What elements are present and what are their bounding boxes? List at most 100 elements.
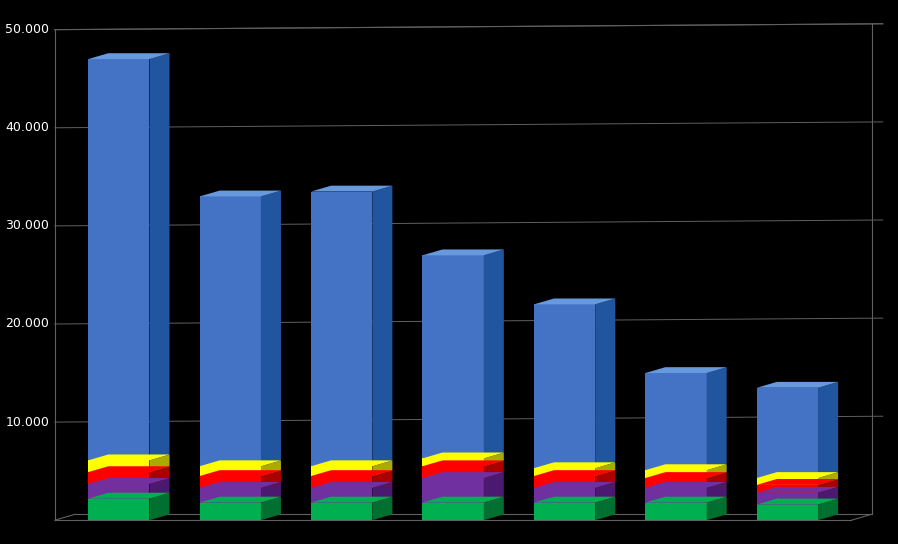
Polygon shape (484, 453, 504, 466)
Polygon shape (422, 497, 504, 503)
Polygon shape (757, 479, 838, 485)
Polygon shape (199, 460, 281, 466)
Polygon shape (373, 186, 392, 466)
Polygon shape (311, 470, 392, 476)
Polygon shape (88, 53, 170, 59)
Polygon shape (311, 476, 373, 488)
Polygon shape (534, 299, 615, 305)
Polygon shape (199, 503, 261, 520)
Polygon shape (534, 503, 595, 520)
Polygon shape (646, 482, 726, 488)
Polygon shape (261, 497, 281, 520)
Polygon shape (422, 472, 504, 478)
Polygon shape (646, 470, 707, 478)
Polygon shape (311, 497, 392, 503)
Polygon shape (534, 468, 595, 476)
Polygon shape (311, 488, 373, 503)
Polygon shape (199, 482, 281, 488)
Polygon shape (88, 59, 149, 460)
Polygon shape (818, 479, 838, 493)
Polygon shape (422, 250, 504, 255)
Text: 10.000: 10.000 (5, 416, 49, 429)
Text: 40.000: 40.000 (5, 121, 49, 134)
Polygon shape (88, 499, 149, 520)
Polygon shape (595, 482, 615, 503)
Polygon shape (534, 476, 595, 488)
Polygon shape (199, 196, 261, 466)
Polygon shape (646, 464, 726, 470)
Polygon shape (757, 472, 838, 478)
Polygon shape (757, 485, 818, 493)
Polygon shape (199, 476, 261, 488)
Polygon shape (88, 454, 170, 460)
Polygon shape (149, 466, 170, 484)
Polygon shape (199, 190, 281, 196)
Polygon shape (311, 186, 392, 191)
Polygon shape (261, 482, 281, 503)
Polygon shape (261, 460, 281, 476)
Polygon shape (646, 472, 726, 478)
Polygon shape (199, 470, 281, 476)
Polygon shape (646, 488, 707, 503)
Polygon shape (88, 472, 149, 484)
Polygon shape (88, 484, 149, 499)
Polygon shape (646, 367, 726, 373)
Polygon shape (646, 497, 726, 503)
Polygon shape (311, 466, 373, 476)
Polygon shape (311, 191, 373, 466)
Polygon shape (484, 472, 504, 503)
Polygon shape (484, 460, 504, 478)
Polygon shape (595, 470, 615, 488)
Polygon shape (261, 470, 281, 488)
Polygon shape (757, 504, 818, 520)
Polygon shape (534, 305, 595, 468)
Polygon shape (484, 497, 504, 520)
Polygon shape (818, 499, 838, 520)
Polygon shape (646, 373, 707, 470)
Text: 50.000: 50.000 (5, 23, 49, 36)
Polygon shape (149, 454, 170, 472)
Polygon shape (707, 482, 726, 503)
Polygon shape (373, 482, 392, 503)
Polygon shape (534, 488, 595, 503)
Text: 20.000: 20.000 (5, 318, 49, 331)
Polygon shape (757, 478, 818, 485)
Polygon shape (88, 478, 170, 484)
Polygon shape (422, 459, 484, 466)
Polygon shape (534, 497, 615, 503)
Polygon shape (534, 470, 615, 476)
Polygon shape (707, 464, 726, 478)
Polygon shape (484, 250, 504, 459)
Polygon shape (646, 503, 707, 520)
Polygon shape (757, 487, 838, 493)
Polygon shape (199, 497, 281, 503)
Polygon shape (595, 299, 615, 468)
Polygon shape (534, 482, 615, 488)
Polygon shape (534, 462, 615, 468)
Text: 30.000: 30.000 (5, 219, 49, 232)
Polygon shape (88, 466, 170, 472)
Polygon shape (422, 460, 504, 466)
Polygon shape (707, 367, 726, 470)
Polygon shape (261, 190, 281, 466)
Polygon shape (199, 466, 261, 476)
Polygon shape (422, 503, 484, 520)
Polygon shape (818, 382, 838, 478)
Polygon shape (757, 382, 838, 388)
Polygon shape (373, 497, 392, 520)
Polygon shape (149, 478, 170, 499)
Polygon shape (757, 499, 838, 504)
Polygon shape (149, 493, 170, 520)
Polygon shape (707, 472, 726, 488)
Polygon shape (88, 460, 149, 472)
Polygon shape (595, 497, 615, 520)
Polygon shape (707, 497, 726, 520)
Polygon shape (646, 478, 707, 488)
Polygon shape (149, 53, 170, 460)
Polygon shape (422, 453, 504, 459)
Polygon shape (373, 460, 392, 476)
Polygon shape (757, 388, 818, 478)
Polygon shape (422, 478, 484, 503)
Polygon shape (422, 466, 484, 478)
Polygon shape (818, 487, 838, 504)
